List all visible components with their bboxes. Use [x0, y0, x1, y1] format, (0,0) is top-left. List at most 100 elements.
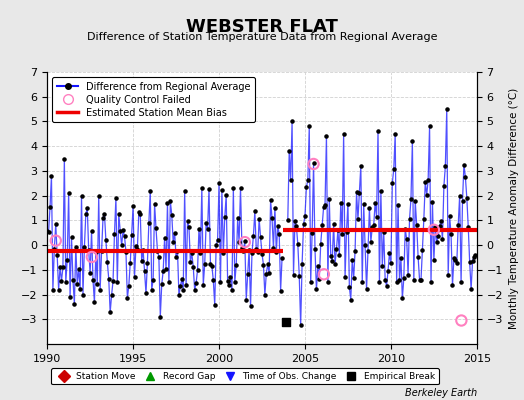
Point [460, 162, 468, 168]
Point [420, 216, 428, 222]
Point [455, 192, 464, 199]
Point [113, 279, 122, 285]
Point [449, 282, 457, 288]
Point [216, 279, 225, 285]
Point [338, 231, 346, 237]
Point [320, 204, 328, 210]
Point [122, 248, 130, 255]
Point [407, 196, 415, 202]
Point [225, 282, 233, 288]
Point [383, 283, 391, 289]
Point [470, 254, 478, 260]
Point [222, 192, 231, 198]
Point [265, 270, 274, 276]
Point [450, 255, 458, 261]
Point [400, 275, 408, 282]
Point [266, 197, 275, 204]
Point [394, 202, 402, 208]
Point [165, 279, 173, 285]
Point [336, 199, 345, 206]
Point [272, 249, 280, 255]
Point [145, 220, 153, 226]
Point [418, 247, 427, 254]
Point [139, 247, 147, 253]
Point [246, 303, 255, 310]
Point [206, 260, 215, 267]
Point [378, 263, 387, 269]
Point [435, 222, 444, 229]
Point [282, 318, 290, 325]
Point [248, 250, 256, 256]
Point [50, 246, 59, 252]
Point [72, 244, 80, 250]
Text: Berkeley Earth: Berkeley Earth [405, 388, 477, 398]
Point [365, 205, 374, 212]
Point [74, 266, 83, 272]
Point [428, 198, 436, 205]
Point [351, 248, 359, 254]
Point [60, 155, 69, 162]
Point [255, 216, 264, 222]
Point [57, 278, 66, 284]
Point [391, 131, 399, 137]
Point [160, 235, 169, 241]
Point [162, 266, 170, 272]
Point [363, 286, 371, 292]
Point [215, 180, 223, 186]
Point [453, 260, 461, 266]
Point [105, 276, 113, 282]
Point [373, 214, 381, 220]
Point [178, 276, 186, 283]
Point [249, 233, 258, 239]
Point [364, 248, 372, 254]
Point [374, 128, 382, 134]
Point [174, 292, 183, 298]
Point [331, 260, 339, 267]
Point [80, 244, 89, 250]
Point [125, 282, 133, 289]
Point [158, 281, 166, 288]
Point [350, 275, 358, 281]
Point [196, 250, 204, 256]
Point [103, 259, 112, 265]
Point [93, 281, 102, 288]
Point [297, 322, 305, 328]
Point [464, 224, 473, 230]
Point [100, 211, 108, 217]
Point [412, 222, 421, 228]
Point [358, 279, 366, 285]
Point [208, 262, 216, 269]
Point [166, 198, 174, 204]
Point [136, 210, 145, 217]
Point [169, 239, 178, 245]
Point [70, 300, 79, 307]
Point [150, 201, 159, 207]
Point [398, 295, 407, 302]
Point [67, 234, 75, 240]
Point [278, 255, 286, 261]
Point [335, 251, 344, 258]
Point [325, 196, 333, 202]
Point [129, 202, 137, 209]
Point [254, 248, 262, 255]
Point [51, 238, 60, 244]
Point [321, 201, 329, 208]
Point [316, 241, 325, 247]
Point [340, 131, 348, 137]
Point [106, 309, 114, 316]
Point [142, 290, 150, 296]
Point [102, 237, 110, 243]
Point [440, 183, 448, 189]
Point [457, 279, 465, 285]
Point [357, 163, 365, 169]
Point [140, 268, 149, 275]
Point [463, 194, 471, 201]
Point [186, 259, 194, 265]
Point [94, 192, 103, 199]
Point [326, 252, 335, 259]
Point [305, 123, 313, 130]
Point [285, 148, 293, 154]
Point [320, 271, 328, 278]
Point [112, 195, 120, 201]
Point [421, 179, 430, 185]
